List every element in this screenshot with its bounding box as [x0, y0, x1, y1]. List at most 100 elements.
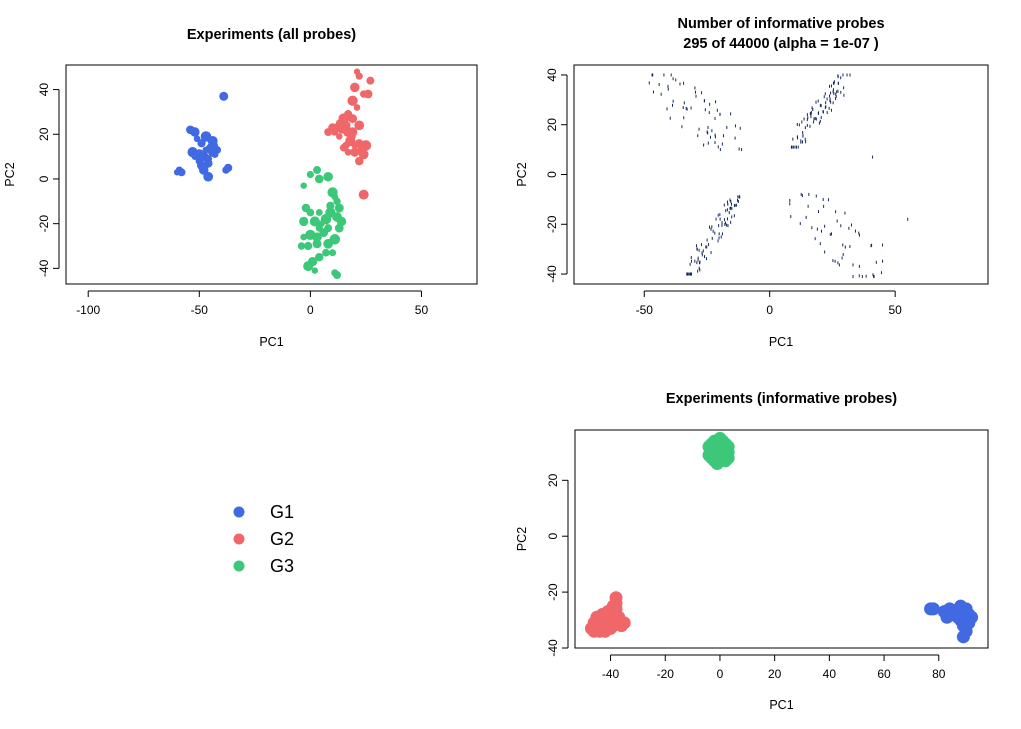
y-tick-label: -40 [546, 639, 560, 657]
point-g2 [350, 82, 360, 93]
data-marks [648, 73, 909, 279]
point-g3 [716, 437, 730, 451]
chart-subtitle: 295 of 44000 (alpha = 1e-07 ) [683, 36, 879, 52]
point-g3 [312, 239, 322, 249]
point-g1 [191, 153, 199, 160]
point-g3 [303, 261, 314, 272]
plot-frame [65, 64, 478, 285]
point-g3 [311, 267, 319, 274]
point-g2 [358, 149, 369, 160]
x-tick-label: 50 [415, 303, 429, 317]
y-axis-title: PC2 [515, 527, 529, 551]
data-marks [173, 68, 375, 280]
chart-title: Experiments (informative probes) [666, 391, 897, 407]
x-axis-title: PC1 [769, 335, 793, 349]
y-tick-label: 0 [546, 533, 560, 540]
point-g3 [300, 182, 307, 189]
point-g3 [304, 241, 313, 251]
point-g2 [328, 123, 337, 132]
panel-experiments-informative: Experiments (informative probes) -40 -20 0 2… [515, 391, 989, 712]
point-g1 [224, 163, 233, 172]
plot-frame [573, 64, 989, 285]
x-tick-label: 60 [877, 667, 891, 681]
point-g1 [177, 168, 186, 177]
y-tick-label: 0 [545, 171, 559, 178]
point-g3 [325, 207, 336, 218]
point-g2 [609, 607, 623, 621]
y-tick-label: 20 [545, 118, 559, 132]
point-g1 [962, 616, 976, 630]
point-g2 [347, 95, 358, 106]
x-tick-label: 0 [307, 303, 314, 317]
y-axis-title: PC2 [515, 162, 529, 186]
point-g2 [344, 148, 352, 156]
y-tick-label: 40 [37, 83, 51, 97]
point-g3 [333, 271, 342, 280]
point-g1 [203, 158, 213, 168]
y-axis: -40 -20 0 20 PC2 [515, 473, 569, 657]
y-tick-label: -40 [37, 259, 51, 277]
point-g3 [336, 216, 347, 227]
x-tick-label: -100 [76, 303, 100, 317]
point-g3 [323, 171, 333, 182]
y-axis: -40 -20 0 20 40 PC2 [515, 68, 568, 283]
point-g2 [350, 147, 360, 157]
point-g3 [297, 242, 306, 250]
legend: G1 G2 G3 [233, 502, 294, 576]
plot-frame [574, 429, 989, 649]
x-tick-label: 50 [888, 303, 902, 317]
x-axis-title: PC1 [259, 335, 283, 349]
point-g2 [336, 133, 343, 140]
point-g3 [306, 170, 314, 179]
point-g3 [334, 203, 344, 213]
point-g3 [329, 234, 341, 245]
y-tick-label: 20 [37, 127, 51, 141]
chart-title: Number of informative probes [677, 16, 884, 32]
point-g3 [315, 252, 324, 262]
point-g1 [203, 171, 214, 182]
x-tick-label: -40 [602, 667, 620, 681]
legend-marker-g1 [233, 506, 245, 518]
legend-marker-g3 [233, 560, 245, 572]
point-g3 [322, 248, 330, 257]
legend-marker-g2 [233, 533, 245, 545]
x-tick-label: 40 [823, 667, 837, 681]
y-tick-label: -20 [37, 215, 51, 233]
point-g2 [355, 156, 364, 166]
y-tick-label: 20 [546, 473, 560, 487]
point-g1 [219, 91, 229, 101]
point-g2 [358, 189, 369, 200]
x-axis-title: PC1 [769, 698, 793, 712]
x-tick-label: 0 [717, 667, 724, 681]
point-g3 [333, 197, 341, 206]
x-tick-label: 0 [766, 303, 773, 317]
point-g2 [353, 104, 361, 111]
point-g1 [190, 127, 200, 137]
legend-label-g1: G1 [270, 502, 294, 522]
point-g3 [305, 229, 316, 240]
x-axis: -100 -50 0 50 PC1 [76, 290, 429, 349]
point-g3 [710, 448, 724, 462]
point-g2 [355, 72, 363, 80]
point-g3 [301, 203, 311, 213]
point-g3 [329, 249, 337, 257]
panel-all: Experiments (all probes) -100 -50 0 50 PC1 -40… [3, 27, 478, 349]
point-g2 [617, 616, 631, 630]
point-g3 [300, 233, 308, 241]
x-tick-label: 80 [932, 667, 946, 681]
x-axis: -40 -20 0 20 40 60 80 PC1 [602, 654, 946, 712]
y-axis: -40 -20 0 20 40 PC2 [3, 83, 60, 277]
chart-title: Experiments (all probes) [187, 27, 356, 43]
y-tick-label: -40 [545, 265, 559, 283]
y-axis-title: PC2 [3, 162, 17, 186]
y-tick-label: 0 [37, 175, 51, 182]
point-g1 [213, 145, 222, 154]
x-tick-label: -50 [636, 303, 654, 317]
point-g3 [309, 216, 320, 227]
x-tick-label: 20 [768, 667, 782, 681]
panel-informative: Number of informative probes 295 of 44000… [515, 16, 989, 349]
data-marks [584, 431, 979, 644]
point-g1 [954, 599, 968, 613]
x-tick-label: -50 [191, 303, 209, 317]
